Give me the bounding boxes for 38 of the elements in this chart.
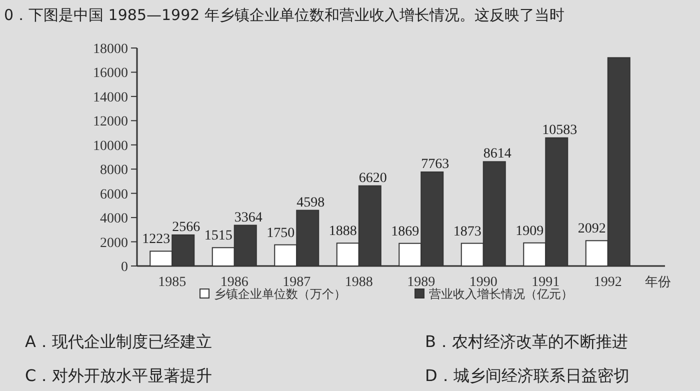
data-label: 1750 xyxy=(266,226,295,241)
text: C．对外开放水平显著提升 xyxy=(25,366,212,385)
data-label: 7763 xyxy=(421,156,450,172)
data-label: 8614 xyxy=(483,146,512,162)
x-tick-label: 1987 xyxy=(282,275,311,290)
data-label: 1873 xyxy=(453,224,482,240)
x-axis-title: 年份 xyxy=(645,275,671,290)
y-tick-label: 6000 xyxy=(100,187,128,202)
data-label: 1869 xyxy=(391,224,420,240)
text: D．城乡间经济联系日益密切 xyxy=(425,366,630,385)
x-tick-label: 1992 xyxy=(594,275,622,290)
y-tick-label: 16000 xyxy=(93,66,128,82)
data-label: 1888 xyxy=(328,224,357,240)
data-label: 4598 xyxy=(296,195,325,210)
y-tick-label: 2000 xyxy=(100,236,128,251)
legend-label: 乡镇企业单位数（万个） xyxy=(214,287,346,301)
data-label: 1223 xyxy=(142,232,170,248)
x-tick-label: 1988 xyxy=(344,275,373,290)
text: B．农村经济改革的不断推进 xyxy=(425,332,628,351)
data-label: 2566 xyxy=(172,220,200,235)
y-tick-label: 14000 xyxy=(93,90,128,106)
data-label: 2092 xyxy=(578,222,606,237)
y-tick-label: 0 xyxy=(121,260,128,275)
data-label: 1909 xyxy=(516,224,544,239)
chart-title: 0．下图是中国 1985—1992 年乡镇企业单位数和营业收入增长情况。这反映了当时 xyxy=(4,6,564,24)
text: A．现代企业制度已经建立 xyxy=(25,332,212,351)
y-tick-label: 12000 xyxy=(93,114,128,130)
data-label: 1515 xyxy=(204,228,232,244)
x-tick-label: 1985 xyxy=(158,275,186,290)
data-label: 10583 xyxy=(542,122,578,138)
y-tick-label: 10000 xyxy=(93,138,128,154)
data-label: 3364 xyxy=(234,210,262,226)
y-tick-label: 8000 xyxy=(100,163,128,178)
y-tick-label: 18000 xyxy=(93,42,128,57)
y-tick-label: 4000 xyxy=(100,212,128,227)
x-tick-label: 1991 xyxy=(532,275,560,290)
data-label: 6620 xyxy=(358,170,387,186)
legend-label: 营业收入增长情况（亿元） xyxy=(429,287,573,301)
